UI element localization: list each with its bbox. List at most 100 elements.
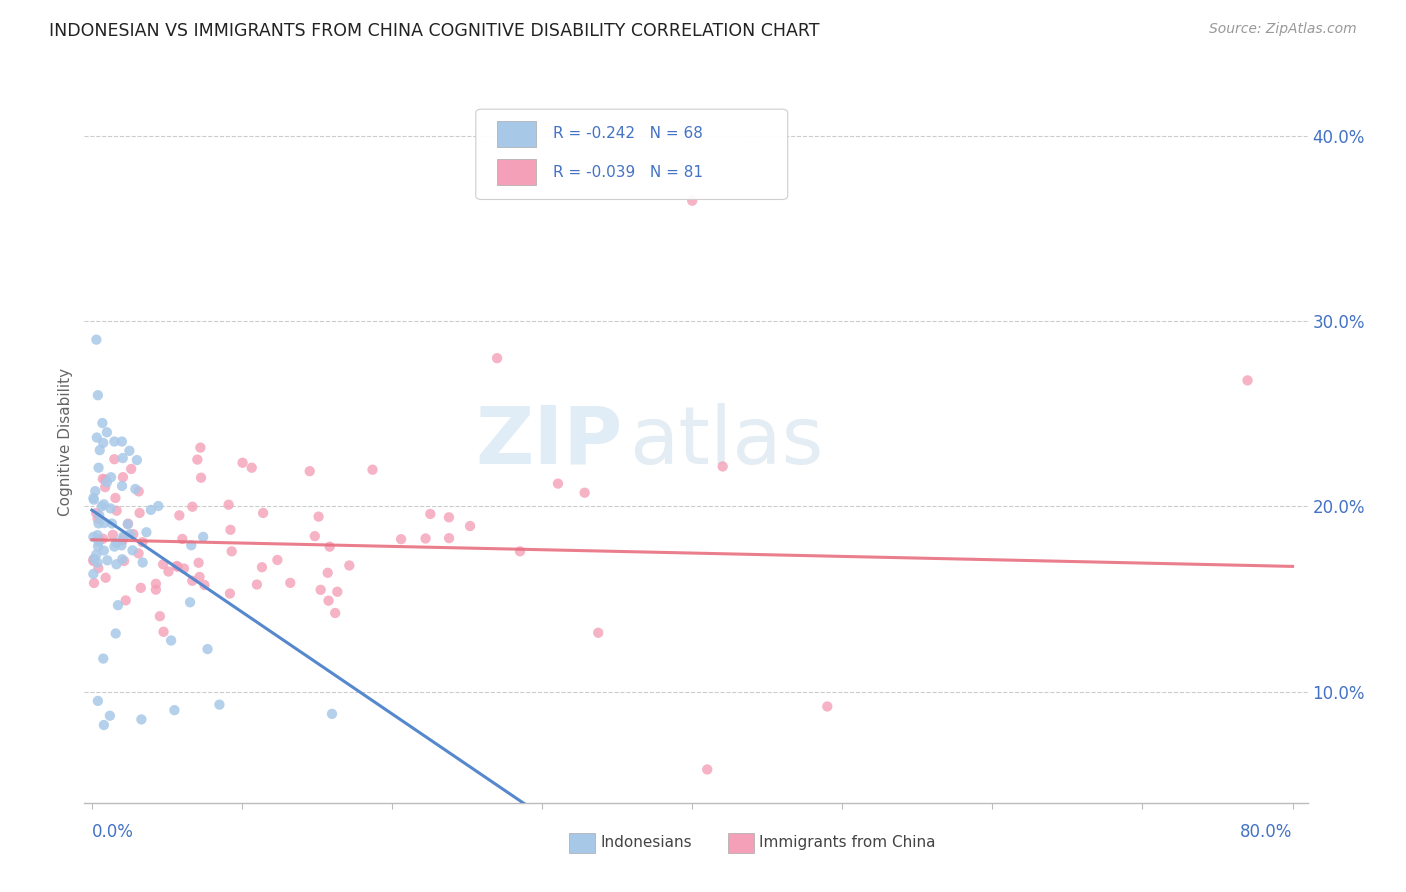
- Point: [131, 556, 153, 570]
- Point: [82, 552, 104, 566]
- Point: [104, 491, 127, 505]
- Point: [87, 533, 110, 547]
- Point: [252, 506, 274, 520]
- Point: [110, 538, 132, 552]
- Point: [112, 554, 135, 568]
- Point: [361, 463, 384, 477]
- Point: [112, 531, 135, 545]
- Point: [82, 554, 104, 568]
- Point: [298, 464, 321, 478]
- Point: [87, 516, 110, 531]
- Point: [111, 479, 134, 493]
- Point: [197, 642, 219, 657]
- Text: 80.0%: 80.0%: [1240, 823, 1292, 841]
- Point: [1236, 373, 1258, 387]
- Point: [129, 581, 152, 595]
- Point: [128, 546, 150, 560]
- Point: [190, 471, 212, 485]
- Point: [122, 527, 145, 541]
- Point: [86, 512, 108, 526]
- Point: [278, 575, 301, 590]
- Point: [486, 351, 509, 366]
- Bar: [496, 121, 536, 147]
- Point: [318, 593, 340, 607]
- Point: [152, 624, 174, 639]
- Point: [208, 698, 231, 712]
- Point: [321, 706, 343, 721]
- Point: [318, 540, 340, 554]
- Point: [117, 517, 139, 532]
- Point: [96, 475, 118, 490]
- Point: [84, 484, 107, 499]
- Point: [128, 484, 150, 499]
- Point: [221, 544, 243, 558]
- Point: [152, 558, 174, 572]
- Point: [100, 470, 122, 484]
- Point: [190, 441, 212, 455]
- Point: [111, 451, 134, 466]
- Point: [337, 558, 360, 573]
- Point: [437, 510, 460, 524]
- Point: [131, 535, 153, 549]
- Point: [93, 543, 115, 558]
- Point: [415, 532, 437, 546]
- Point: [121, 543, 143, 558]
- Point: [437, 531, 460, 545]
- Point: [87, 539, 110, 553]
- Point: [323, 606, 346, 620]
- Point: [240, 460, 263, 475]
- Point: [83, 552, 105, 566]
- Point: [316, 566, 339, 580]
- Point: [91, 532, 114, 546]
- Point: [187, 556, 209, 570]
- Point: [90, 500, 112, 514]
- Point: [98, 708, 121, 723]
- Point: [111, 552, 134, 566]
- Text: Source: ZipAtlas.com: Source: ZipAtlas.com: [1209, 22, 1357, 37]
- Point: [84, 548, 107, 562]
- Point: [148, 499, 170, 513]
- Point: [586, 625, 609, 640]
- Point: [117, 516, 139, 531]
- Point: [111, 470, 134, 484]
- Text: 0.0%: 0.0%: [91, 823, 134, 841]
- Point: [91, 435, 114, 450]
- Y-axis label: Cognitive Disability: Cognitive Disability: [58, 368, 73, 516]
- Point: [87, 388, 110, 402]
- Point: [308, 509, 330, 524]
- Point: [172, 532, 194, 546]
- Point: [128, 506, 150, 520]
- Text: ZIP: ZIP: [475, 402, 623, 481]
- Point: [91, 472, 114, 486]
- Point: [173, 561, 195, 575]
- Text: INDONESIAN VS IMMIGRANTS FROM CHINA COGNITIVE DISABILITY CORRELATION CHART: INDONESIAN VS IMMIGRANTS FROM CHINA COGN…: [49, 22, 820, 40]
- Point: [509, 544, 531, 558]
- FancyBboxPatch shape: [475, 109, 787, 200]
- Point: [157, 565, 180, 579]
- Point: [419, 507, 441, 521]
- Text: Immigrants from China: Immigrants from China: [759, 836, 936, 850]
- Point: [105, 504, 128, 518]
- Point: [131, 713, 153, 727]
- Point: [160, 633, 183, 648]
- Point: [82, 530, 104, 544]
- Point: [103, 452, 125, 467]
- Point: [458, 519, 481, 533]
- Point: [87, 561, 110, 575]
- Point: [111, 434, 134, 449]
- Point: [309, 582, 332, 597]
- Point: [124, 482, 146, 496]
- Text: R = -0.039   N = 81: R = -0.039 N = 81: [553, 165, 703, 180]
- Point: [89, 508, 111, 523]
- Point: [574, 485, 596, 500]
- Point: [101, 528, 124, 542]
- Point: [86, 333, 108, 347]
- Point: [87, 534, 110, 549]
- Point: [94, 472, 117, 486]
- Point: [86, 528, 108, 542]
- Point: [266, 553, 288, 567]
- Point: [83, 576, 105, 591]
- Point: [82, 491, 104, 505]
- Point: [101, 516, 124, 531]
- Point: [94, 480, 117, 494]
